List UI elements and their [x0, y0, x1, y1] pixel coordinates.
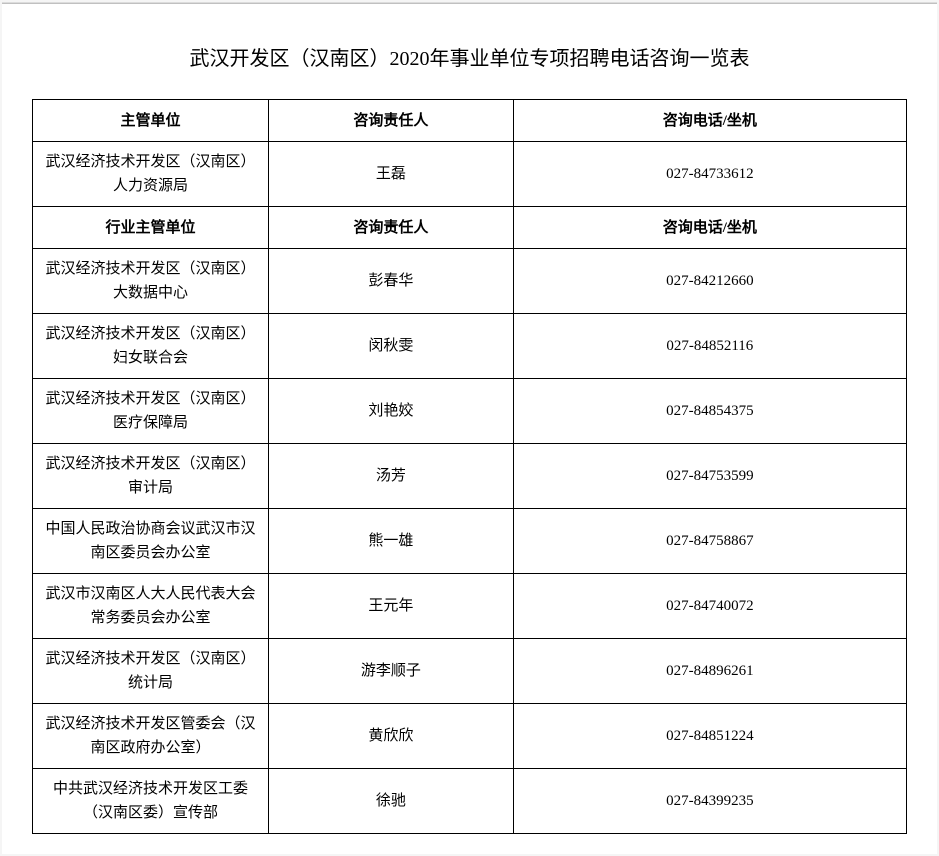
- table-row: 中共武汉经济技术开发区工委（汉南区委）宣传部 徐驰 027-84399235: [33, 769, 907, 834]
- phone-cell: 027-84753599: [513, 444, 906, 509]
- contact-table: 主管单位 咨询责任人 咨询电话/坐机 武汉经济技术开发区（汉南区）人力资源局 王…: [32, 99, 907, 834]
- person-cell: 游李顺子: [268, 639, 513, 704]
- person-cell: 汤芳: [268, 444, 513, 509]
- person-cell: 刘艳姣: [268, 379, 513, 444]
- phone-cell: 027-84852116: [513, 314, 906, 379]
- person-cell: 王元年: [268, 574, 513, 639]
- dept-cell: 武汉经济技术开发区（汉南区）统计局: [33, 639, 269, 704]
- dept-cell: 武汉经济技术开发区（汉南区）医疗保障局: [33, 379, 269, 444]
- table-row: 武汉经济技术开发区（汉南区）审计局 汤芳 027-84753599: [33, 444, 907, 509]
- header-person: 咨询责任人: [268, 100, 513, 142]
- table-row: 武汉经济技术开发区（汉南区）医疗保障局 刘艳姣 027-84854375: [33, 379, 907, 444]
- table-row: 武汉经济技术开发区（汉南区）大数据中心 彭春华 027-84212660: [33, 249, 907, 314]
- header-dept: 主管单位: [33, 100, 269, 142]
- document-page: 武汉开发区（汉南区）2020年事业单位专项招聘电话咨询一览表 主管单位 咨询责任…: [2, 4, 937, 854]
- header2-person: 咨询责任人: [268, 207, 513, 249]
- table-row: 武汉经济技术开发区（汉南区）统计局 游李顺子 027-84896261: [33, 639, 907, 704]
- header2-dept: 行业主管单位: [33, 207, 269, 249]
- dept-cell: 武汉经济技术开发区（汉南区）审计局: [33, 444, 269, 509]
- person-cell: 徐驰: [268, 769, 513, 834]
- person-cell: 黄欣欣: [268, 704, 513, 769]
- dept-cell: 中国人民政治协商会议武汉市汉南区委员会办公室: [33, 509, 269, 574]
- main-dept-cell: 武汉经济技术开发区（汉南区）人力资源局: [33, 142, 269, 207]
- phone-cell: 027-84758867: [513, 509, 906, 574]
- dept-cell: 武汉经济技术开发区管委会（汉南区政府办公室）: [33, 704, 269, 769]
- dept-cell: 武汉经济技术开发区（汉南区）大数据中心: [33, 249, 269, 314]
- person-cell: 彭春华: [268, 249, 513, 314]
- main-dept-row: 武汉经济技术开发区（汉南区）人力资源局 王磊 027-84733612: [33, 142, 907, 207]
- header-phone: 咨询电话/坐机: [513, 100, 906, 142]
- table-row: 中国人民政治协商会议武汉市汉南区委员会办公室 熊一雄 027-84758867: [33, 509, 907, 574]
- phone-cell: 027-84851224: [513, 704, 906, 769]
- dept-cell: 武汉经济技术开发区（汉南区）妇女联合会: [33, 314, 269, 379]
- phone-cell: 027-84740072: [513, 574, 906, 639]
- phone-cell: 027-84399235: [513, 769, 906, 834]
- table-body: 武汉经济技术开发区（汉南区）人力资源局 王磊 027-84733612 行业主管…: [33, 142, 907, 834]
- dept-cell: 中共武汉经济技术开发区工委（汉南区委）宣传部: [33, 769, 269, 834]
- table-row: 武汉经济技术开发区（汉南区）妇女联合会 闵秋雯 027-84852116: [33, 314, 907, 379]
- table-row: 武汉市汉南区人大人民代表大会常务委员会办公室 王元年 027-84740072: [33, 574, 907, 639]
- person-cell: 熊一雄: [268, 509, 513, 574]
- main-person-cell: 王磊: [268, 142, 513, 207]
- phone-cell: 027-84212660: [513, 249, 906, 314]
- table-header-row-1: 主管单位 咨询责任人 咨询电话/坐机: [33, 100, 907, 142]
- table-header-row-2: 行业主管单位 咨询责任人 咨询电话/坐机: [33, 207, 907, 249]
- header2-phone: 咨询电话/坐机: [513, 207, 906, 249]
- table-row: 武汉经济技术开发区管委会（汉南区政府办公室） 黄欣欣 027-84851224: [33, 704, 907, 769]
- phone-cell: 027-84854375: [513, 379, 906, 444]
- phone-cell: 027-84896261: [513, 639, 906, 704]
- person-cell: 闵秋雯: [268, 314, 513, 379]
- dept-cell: 武汉市汉南区人大人民代表大会常务委员会办公室: [33, 574, 269, 639]
- main-phone-cell: 027-84733612: [513, 142, 906, 207]
- document-title: 武汉开发区（汉南区）2020年事业单位专项招聘电话咨询一览表: [32, 24, 907, 99]
